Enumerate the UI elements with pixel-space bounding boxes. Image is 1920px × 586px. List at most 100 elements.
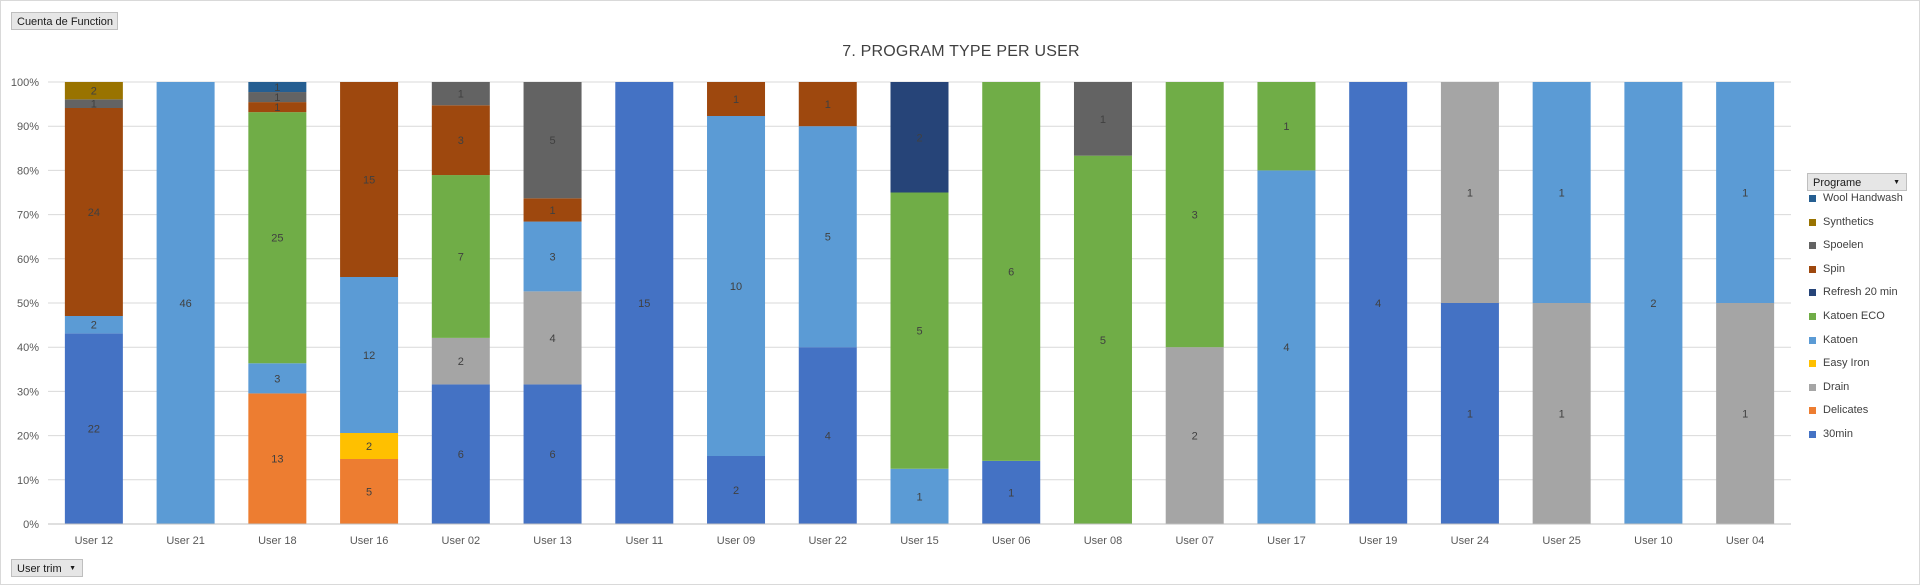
y-tick-label: 70% [17, 210, 39, 222]
data-label: 22 [88, 424, 100, 436]
bar-segment [248, 92, 307, 103]
bar-segment [431, 82, 490, 106]
legend-swatch [1809, 289, 1816, 297]
bar-segment [340, 277, 399, 433]
legend-swatch [1809, 218, 1816, 226]
data-label: 7 [458, 251, 464, 263]
data-label: 1 [1467, 188, 1473, 200]
bar-segment [798, 126, 857, 348]
x-tick-label: User 21 [166, 535, 205, 547]
legend-label: Easy Iron [1823, 357, 1870, 370]
legend-item: Spin [1809, 262, 1919, 286]
legend-swatch [1809, 312, 1816, 320]
bar-segment [890, 192, 949, 469]
data-label: 3 [1192, 210, 1198, 222]
bar-segment [1716, 82, 1775, 303]
data-label: 10 [730, 281, 742, 293]
data-label: 6 [1008, 266, 1014, 278]
x-tick-label: User 06 [992, 535, 1031, 547]
x-tick-label: User 09 [717, 535, 756, 547]
bar-segment [340, 82, 399, 277]
bar-segment [798, 82, 857, 127]
bar-segment [248, 102, 307, 113]
bar-segment [523, 384, 582, 524]
bar-segment [982, 460, 1041, 524]
chart-legend: Wool Handwash Synthetics Spoelen Spin Refres… [1809, 191, 1919, 451]
bar-segment [1257, 82, 1316, 171]
bar-segment [523, 82, 582, 199]
legend-swatch [1809, 336, 1816, 344]
x-tick-label: User 07 [1175, 535, 1214, 547]
data-label: 1 [1559, 188, 1565, 200]
legend-field-button[interactable]: Programe ▼ [1807, 173, 1907, 191]
bar-segment [340, 459, 399, 524]
legend-label: Wool Handwash [1823, 192, 1903, 204]
bar-segment [707, 82, 766, 116]
data-label: 2 [91, 320, 97, 332]
bar-segment [1716, 303, 1775, 524]
data-label: 15 [363, 175, 375, 187]
y-tick-label: 80% [17, 165, 39, 177]
x-tick-label: User 12 [75, 535, 114, 547]
data-label: 3 [458, 135, 464, 147]
bar-segment [1532, 82, 1591, 303]
chevron-down-icon: ▼ [1893, 179, 1900, 186]
legend-item: 30min [1809, 427, 1919, 451]
data-label: 24 [88, 207, 100, 219]
bar-segment [615, 82, 674, 524]
legend-swatch [1809, 265, 1816, 273]
legend-swatch [1809, 430, 1816, 438]
legend-label: Katoen [1823, 333, 1858, 346]
data-label: 5 [1100, 335, 1106, 347]
x-tick-label: User 19 [1359, 535, 1398, 547]
y-tick-label: 10% [17, 475, 39, 487]
y-tick-label: 100% [11, 77, 39, 89]
x-tick-label: User 04 [1726, 535, 1765, 547]
legend-label: Synthetics [1823, 215, 1874, 228]
x-tick-label: User 22 [808, 535, 847, 547]
data-label: 3 [274, 373, 280, 385]
bar-segment [64, 99, 123, 108]
data-label: 1 [458, 89, 464, 101]
data-label: 6 [458, 449, 464, 461]
bar-segment [156, 82, 215, 524]
legend-label: 30min [1823, 427, 1853, 440]
bar-segment [64, 82, 123, 100]
data-label: 4 [1283, 342, 1289, 354]
bar-segment [1073, 82, 1132, 156]
legend-label: Katoen ECO [1823, 309, 1885, 322]
x-tick-label: User 18 [258, 535, 297, 547]
x-tick-label: User 08 [1084, 535, 1123, 547]
data-label: 2 [1650, 298, 1656, 310]
x-tick-label: User 15 [900, 535, 939, 547]
data-label: 6 [549, 449, 555, 461]
report-filter-field-button[interactable]: Cuenta de Function [11, 12, 118, 30]
data-label: 12 [363, 350, 375, 362]
data-label: 15 [638, 298, 650, 310]
legend-item: Refresh 20 min [1809, 285, 1919, 309]
axis-field-button[interactable]: User trim ▼ [11, 559, 83, 577]
legend-item: Drain [1809, 380, 1919, 404]
bar-segment [431, 337, 490, 385]
bar-segment [248, 393, 307, 524]
x-tick-label: User 11 [625, 535, 663, 547]
data-label: 4 [825, 431, 831, 443]
y-tick-label: 50% [17, 298, 39, 310]
legend-item: Delicates [1809, 403, 1919, 427]
bar-segment [890, 468, 949, 524]
bar-segment [523, 291, 582, 385]
bar-segment [798, 347, 857, 524]
legend-item: Katoen ECO [1809, 309, 1919, 333]
data-label: 46 [179, 298, 191, 310]
y-tick-label: 0% [23, 519, 39, 531]
data-label: 1 [549, 205, 555, 217]
bar-segment [340, 433, 399, 459]
bar-segment [248, 363, 307, 394]
bar-segment [523, 221, 582, 292]
legend-field-label: Programe [1813, 177, 1862, 189]
data-label: 2 [916, 132, 922, 144]
bar-segment [64, 316, 123, 334]
data-label: 1 [1467, 409, 1473, 421]
legend-swatch [1809, 407, 1816, 415]
